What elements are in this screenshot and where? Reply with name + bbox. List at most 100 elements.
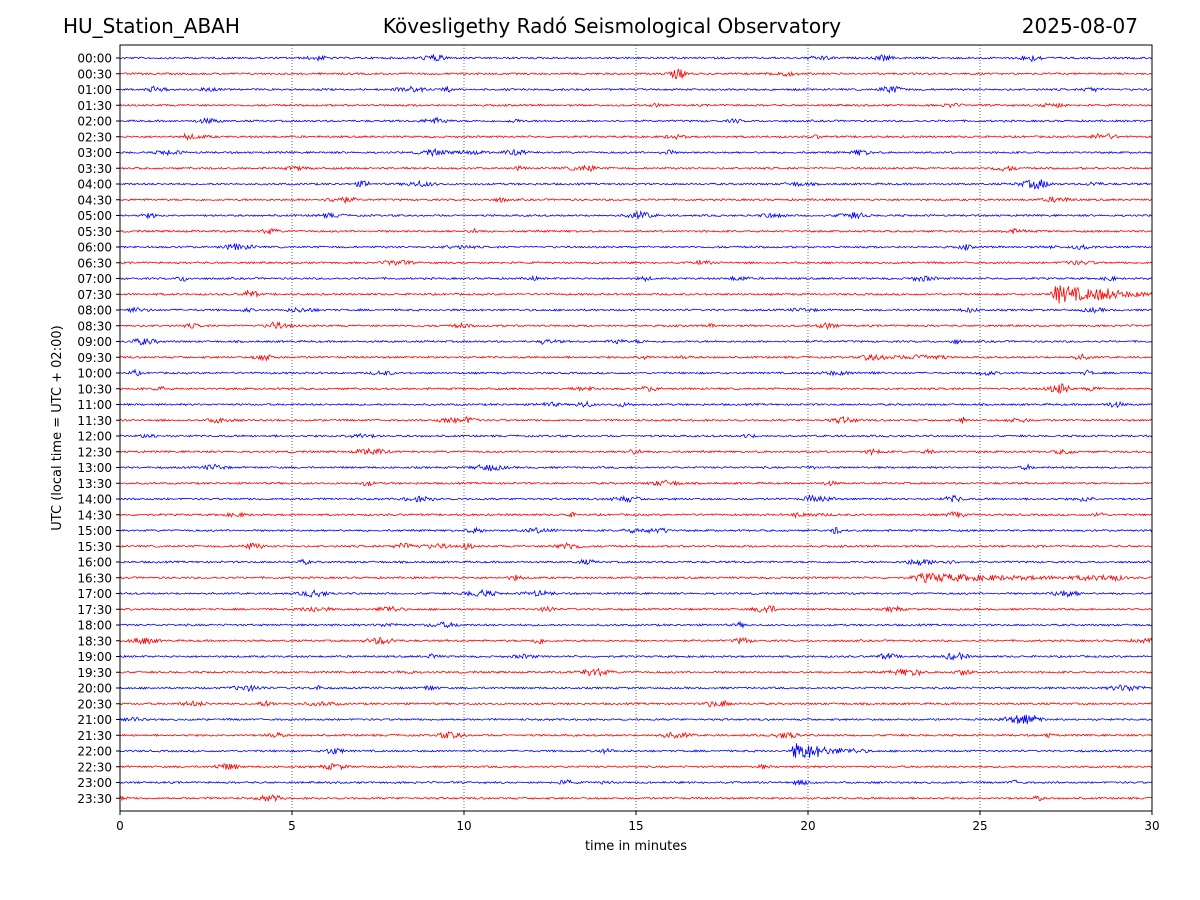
trace-0500 [119,210,1153,220]
y-tick-label: 03:30 [77,162,112,176]
trace-2330 [119,794,1153,803]
trace-0530 [119,227,1153,235]
y-tick-label: 17:30 [77,603,112,617]
y-tick-label: 06:30 [77,256,112,270]
y-tick-label: 01:30 [77,99,112,113]
trace-0100 [119,85,1153,94]
grid-lines [291,45,981,811]
trace-0700 [119,274,1153,283]
trace-1530 [119,541,1153,551]
y-tick-label: 16:30 [77,571,112,585]
trace-0300 [119,147,1153,158]
trace-0230 [119,132,1153,142]
trace-1130 [119,415,1153,425]
x-tick-label: 25 [972,819,987,833]
y-tick-label: 13:30 [77,477,112,491]
trace-1200 [119,432,1153,439]
y-tick-label: 18:30 [77,634,112,648]
y-tick-label: 22:00 [77,745,112,759]
y-tick-label: 00:30 [77,67,112,81]
trace-2200 [119,743,1153,759]
station-name: HU_Station_ABAH [63,14,240,38]
y-tick-label: 14:00 [77,493,112,507]
y-tick-label: 12:00 [77,430,112,444]
y-tick-label: 13:00 [77,461,112,475]
trace-0400 [119,179,1153,190]
trace-1330 [119,479,1153,487]
trace-0330 [119,164,1153,173]
y-tick-label: 11:00 [77,398,112,412]
y-tick-label: 10:00 [77,367,112,381]
seismic-traces [119,54,1153,803]
y-tick-label: 09:00 [77,335,112,349]
trace-1500 [119,526,1153,535]
trace-1730 [119,605,1153,614]
trace-1030 [119,383,1153,395]
y-tick-label: 06:00 [77,241,112,255]
trace-1000 [119,368,1153,377]
y-tick-label: 07:00 [77,272,112,286]
trace-2230 [119,762,1153,771]
y-tick-label: 23:00 [77,776,112,790]
y-tick-label: 05:30 [77,225,112,239]
trace-1230 [119,447,1153,457]
y-tick-label: 03:00 [77,146,112,160]
y-tick-label: 01:00 [77,83,112,97]
trace-0800 [119,306,1153,314]
y-tick-label: 19:30 [77,666,112,680]
y-tick-label: 18:00 [77,619,112,633]
y-tick-label: 11:30 [77,414,112,428]
chart-title: Kövesligethy Radó Seismological Observat… [382,14,842,38]
y-tick-label: 22:30 [77,760,112,774]
trace-2130 [119,730,1153,739]
y-tick-label: 08:00 [77,304,112,318]
y-tick-label: 00:00 [77,52,112,66]
y-tick-label: 15:00 [77,524,112,538]
x-tick-label: 20 [800,819,815,833]
y-tick-label: 05:00 [77,209,112,223]
trace-1100 [119,400,1153,409]
trace-1700 [119,588,1153,598]
trace-1930 [119,667,1153,678]
y-axis-label: UTC (local time = UTC + 02:00) [50,325,65,530]
y-tick-label: 08:30 [77,319,112,333]
trace-2000 [119,684,1153,693]
y-tick-label: 20:30 [77,697,112,711]
trace-1300 [119,463,1153,472]
y-tick-label: 21:30 [77,729,112,743]
y-tick-label: 07:30 [77,288,112,302]
trace-0600 [119,242,1153,252]
y-tick-label: 17:00 [77,587,112,601]
trace-1830 [119,637,1153,645]
trace-0000 [119,54,1153,63]
y-tick-label: 04:00 [77,178,112,192]
y-tick-label: 15:30 [77,540,112,554]
y-tick-label: 20:00 [77,682,112,696]
trace-0830 [119,321,1152,331]
trace-0200 [119,116,1153,125]
chart-date: 2025-08-07 [1021,14,1138,38]
trace-0930 [119,353,1153,362]
x-tick-label: 0 [116,819,124,833]
y-tick-label: 02:00 [77,115,112,129]
trace-0730 [119,285,1153,304]
trace-1400 [119,494,1153,503]
y-tick-label: 02:30 [77,130,112,144]
y-tick-label: 04:30 [77,193,112,207]
x-tick-label: 5 [288,819,296,833]
trace-0630 [119,259,1153,267]
trace-0130 [119,102,1153,109]
x-axis-ticks: 0 5 10 15 20 25 30 [116,811,1160,833]
trace-2300 [119,779,1153,786]
trace-1630 [119,572,1153,584]
x-tick-label: 30 [1144,819,1159,833]
y-tick-label: 16:00 [77,556,112,570]
trace-1430 [119,511,1153,519]
trace-0030 [119,68,1153,80]
trace-1800 [119,620,1153,629]
trace-2100 [119,714,1153,725]
trace-0900 [119,337,1153,346]
y-tick-label: 09:30 [77,351,112,365]
